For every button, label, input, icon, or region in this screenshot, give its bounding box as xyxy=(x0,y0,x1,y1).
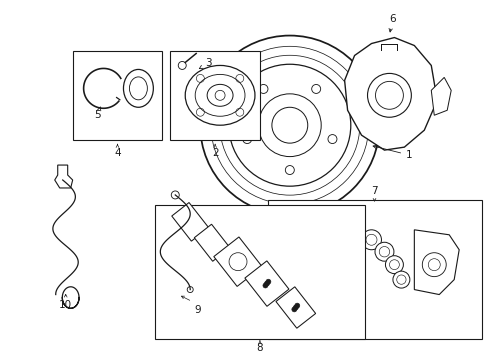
Circle shape xyxy=(367,73,410,117)
Circle shape xyxy=(264,281,269,286)
Text: 8: 8 xyxy=(256,343,263,354)
Text: 9: 9 xyxy=(195,305,201,315)
Circle shape xyxy=(265,279,270,284)
Text: 3: 3 xyxy=(199,58,211,69)
Text: 4: 4 xyxy=(114,148,121,158)
Circle shape xyxy=(361,230,381,250)
Text: 6: 6 xyxy=(388,14,395,32)
Circle shape xyxy=(392,271,409,288)
Polygon shape xyxy=(244,261,288,306)
Circle shape xyxy=(293,305,298,310)
Circle shape xyxy=(263,283,267,288)
Bar xyxy=(155,205,364,339)
Bar xyxy=(73,50,162,140)
Polygon shape xyxy=(430,77,450,115)
Text: 7: 7 xyxy=(370,186,377,196)
Ellipse shape xyxy=(207,84,233,106)
Polygon shape xyxy=(287,222,357,280)
Circle shape xyxy=(385,256,403,274)
Circle shape xyxy=(294,303,299,308)
Ellipse shape xyxy=(129,77,147,100)
Circle shape xyxy=(200,36,379,215)
Text: 10: 10 xyxy=(59,300,72,310)
Circle shape xyxy=(295,236,327,268)
Polygon shape xyxy=(55,165,73,188)
Circle shape xyxy=(291,307,296,312)
Circle shape xyxy=(374,242,393,261)
Polygon shape xyxy=(213,237,262,287)
Circle shape xyxy=(318,236,350,268)
Text: 1: 1 xyxy=(372,145,412,160)
Ellipse shape xyxy=(185,66,254,125)
Polygon shape xyxy=(413,230,458,294)
Circle shape xyxy=(422,253,446,276)
Polygon shape xyxy=(194,224,229,261)
Ellipse shape xyxy=(123,69,153,107)
Text: 2: 2 xyxy=(211,148,218,158)
Bar xyxy=(267,200,481,339)
Bar xyxy=(170,50,260,140)
Polygon shape xyxy=(171,203,208,241)
Text: 5: 5 xyxy=(94,107,101,120)
Polygon shape xyxy=(275,287,315,328)
Polygon shape xyxy=(344,37,436,150)
